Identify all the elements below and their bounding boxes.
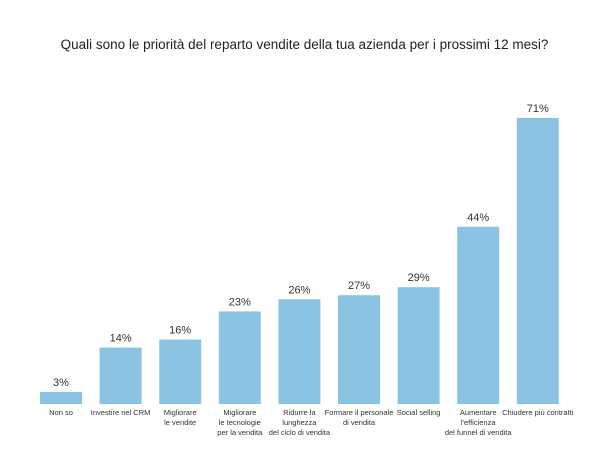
value-label-0: 3%: [53, 377, 69, 389]
category-label-7: Aumentare l'efficienza del funnel di ven…: [444, 408, 512, 437]
value-label-3: 23%: [229, 296, 251, 308]
value-label-1: 14%: [110, 333, 132, 345]
category-label-2: Migliorare le vendite: [163, 408, 197, 427]
bar-0: [40, 391, 82, 404]
bar-6: [397, 287, 440, 404]
category-label-6: Social selling: [396, 408, 441, 417]
bar-2: [159, 339, 202, 404]
value-label-4: 26%: [288, 284, 310, 296]
category-label-8: Chiudere più contratti: [502, 408, 574, 417]
value-label-6: 29%: [408, 272, 430, 284]
bar-7: [457, 226, 500, 404]
value-label-2: 16%: [169, 325, 191, 337]
chart-title: Quali sono le priorità del reparto vendi…: [60, 37, 549, 52]
bar-3: [218, 311, 261, 404]
category-label-1: Investire nel CRM: [90, 408, 151, 417]
bar-1: [99, 347, 142, 404]
category-label-4: Ridurre la lunghezza del ciclo di vendit…: [268, 408, 331, 437]
category-label-0: Non so: [49, 408, 73, 417]
category-label-3: Migliorare le tecnologie per la vendita: [217, 408, 263, 437]
value-label-5: 27%: [348, 280, 370, 292]
value-label-7: 44%: [467, 212, 489, 224]
value-label-8: 71%: [527, 103, 549, 115]
category-label-5: Formare il personale di vendita: [324, 408, 394, 427]
bar-8: [516, 118, 559, 404]
bar-4: [278, 299, 321, 404]
bar-5: [338, 295, 380, 404]
